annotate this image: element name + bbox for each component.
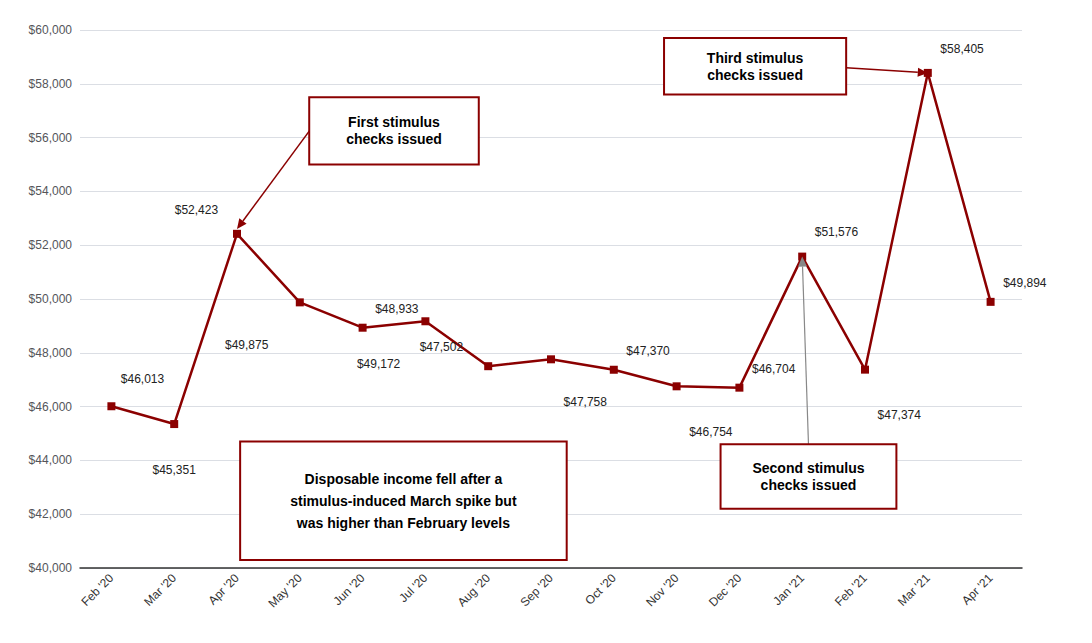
svg-text:$49,894: $49,894 [1003,276,1047,290]
svg-text:$49,172: $49,172 [357,357,401,371]
svg-text:$52,423: $52,423 [175,203,219,217]
svg-text:$52,000: $52,000 [29,238,73,252]
svg-text:$46,754: $46,754 [689,425,733,439]
svg-text:Jul '20: Jul '20 [396,571,430,605]
svg-text:Mar '20: Mar '20 [141,571,179,609]
svg-text:May '20: May '20 [265,571,305,611]
svg-text:was higher than February level: was higher than February levels [296,515,510,531]
svg-text:$46,013: $46,013 [121,372,165,386]
svg-text:Aug '20: Aug '20 [455,571,494,610]
svg-text:$45,351: $45,351 [153,463,197,477]
svg-text:$47,374: $47,374 [878,408,922,422]
svg-text:$58,405: $58,405 [940,42,984,56]
svg-text:$47,502: $47,502 [420,340,464,354]
svg-text:$40,000: $40,000 [29,561,73,575]
svg-text:Disposable income fell after a: Disposable income fell after a [305,471,503,487]
svg-text:Feb '21: Feb '21 [832,571,870,609]
svg-text:$48,933: $48,933 [375,302,419,316]
svg-text:$54,000: $54,000 [29,184,73,198]
svg-text:$47,370: $47,370 [626,344,670,358]
svg-text:$44,000: $44,000 [29,453,73,467]
svg-text:$56,000: $56,000 [29,131,73,145]
svg-text:$47,758: $47,758 [564,395,608,409]
svg-text:Second stimulus: Second stimulus [752,460,864,476]
svg-text:$50,000: $50,000 [29,292,73,306]
svg-text:Dec '20: Dec '20 [706,571,745,610]
svg-text:$58,000: $58,000 [29,77,73,91]
svg-text:$49,875: $49,875 [225,338,269,352]
svg-text:checks issued: checks issued [761,477,857,493]
svg-text:$46,000: $46,000 [29,400,73,414]
svg-text:Mar '21: Mar '21 [895,571,933,609]
svg-text:checks issued: checks issued [346,131,442,147]
svg-text:Nov '20: Nov '20 [643,571,682,610]
svg-text:$51,576: $51,576 [815,225,859,239]
svg-text:$46,704: $46,704 [752,362,796,376]
svg-text:Apr '21: Apr '21 [959,571,996,608]
svg-text:Jan '21: Jan '21 [770,571,807,608]
svg-text:checks issued: checks issued [707,67,803,83]
svg-text:$42,000: $42,000 [29,507,73,521]
svg-text:Jun '20: Jun '20 [331,571,368,608]
svg-text:First stimulus: First stimulus [348,114,440,130]
svg-text:Apr '20: Apr '20 [205,571,242,608]
svg-text:stimulus-induced March spike b: stimulus-induced March spike but [290,493,517,509]
svg-text:Feb '20: Feb '20 [78,571,116,609]
svg-text:Sep '20: Sep '20 [518,571,557,610]
svg-text:Third stimulus: Third stimulus [707,50,804,66]
svg-text:$48,000: $48,000 [29,346,73,360]
svg-text:Oct '20: Oct '20 [582,571,619,608]
svg-text:$60,000: $60,000 [29,23,73,37]
